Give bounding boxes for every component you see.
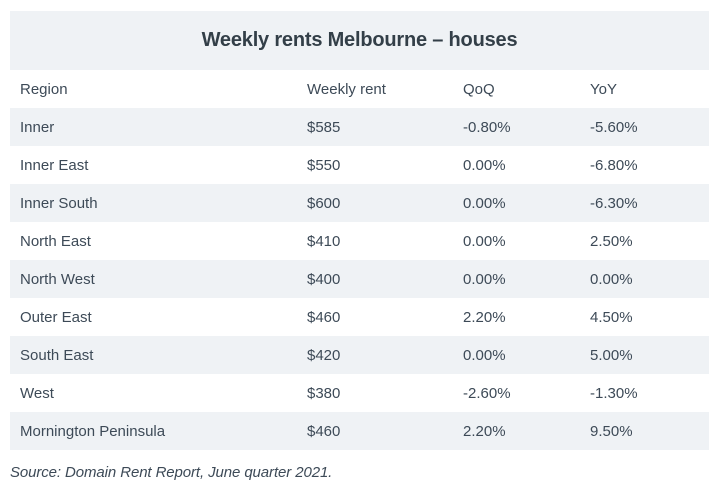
table-row: South East $420 0.00% 5.00%: [10, 336, 709, 374]
qoq-cell: -2.60%: [463, 384, 511, 402]
qoq-cell: 2.20%: [463, 422, 506, 440]
qoq-cell: 0.00%: [463, 270, 506, 288]
weekly-rent-cell: $460: [307, 308, 341, 326]
weekly-rent-cell: $400: [307, 270, 341, 288]
region-cell: North West: [20, 270, 95, 288]
weekly-rent-cell: $600: [307, 194, 341, 212]
header-row: Region Weekly rent QoQ YoY: [10, 70, 709, 108]
region-cell: Inner: [20, 118, 55, 136]
yoy-cell: -6.80%: [590, 156, 638, 174]
qoq-cell: 2.20%: [463, 308, 506, 326]
yoy-cell: 2.50%: [590, 232, 633, 250]
qoq-cell: 0.00%: [463, 194, 506, 212]
yoy-cell: -1.30%: [590, 384, 638, 402]
table-row: North West $400 0.00% 0.00%: [10, 260, 709, 298]
column-header-yoy: YoY: [590, 80, 617, 98]
qoq-cell: 0.00%: [463, 156, 506, 174]
weekly-rent-cell: $460: [307, 422, 341, 440]
table-row: West $380 -2.60% -1.30%: [10, 374, 709, 412]
source-note: Source: Domain Rent Report, June quarter…: [10, 464, 333, 481]
yoy-cell: 0.00%: [590, 270, 633, 288]
weekly-rent-cell: $550: [307, 156, 341, 174]
table-title: Weekly rents Melbourne – houses: [10, 11, 709, 70]
table-row: Inner South $600 0.00% -6.30%: [10, 184, 709, 222]
table-row: Outer East $460 2.20% 4.50%: [10, 298, 709, 336]
region-cell: West: [20, 384, 54, 402]
weekly-rent-cell: $420: [307, 346, 341, 364]
yoy-cell: 9.50%: [590, 422, 633, 440]
yoy-cell: 4.50%: [590, 308, 633, 326]
region-cell: Mornington Peninsula: [20, 422, 166, 440]
weekly-rent-cell: $380: [307, 384, 341, 402]
rent-table-card: Weekly rents Melbourne – houses Region W…: [10, 11, 709, 481]
weekly-rent-cell: $410: [307, 232, 341, 250]
region-cell: North East: [20, 232, 91, 250]
region-cell: South East: [20, 346, 94, 364]
table-row: Inner $585 -0.80% -5.60%: [10, 108, 709, 146]
table-row: Mornington Peninsula $460 2.20% 9.50%: [10, 412, 709, 450]
column-header-weekly-rent: Weekly rent: [307, 80, 386, 98]
table-row: Inner East $550 0.00% -6.80%: [10, 146, 709, 184]
rent-table: Region Weekly rent QoQ YoY Inner $585 -0…: [10, 70, 709, 450]
yoy-cell: 5.00%: [590, 346, 633, 364]
region-cell: Inner East: [20, 156, 89, 174]
yoy-cell: -6.30%: [590, 194, 638, 212]
region-cell: Inner South: [20, 194, 98, 212]
column-header-region: Region: [20, 80, 68, 98]
table-row: North East $410 0.00% 2.50%: [10, 222, 709, 260]
yoy-cell: -5.60%: [590, 118, 638, 136]
qoq-cell: 0.00%: [463, 232, 506, 250]
region-cell: Outer East: [20, 308, 92, 326]
qoq-cell: -0.80%: [463, 118, 511, 136]
weekly-rent-cell: $585: [307, 118, 341, 136]
qoq-cell: 0.00%: [463, 346, 506, 364]
column-header-qoq: QoQ: [463, 80, 495, 98]
